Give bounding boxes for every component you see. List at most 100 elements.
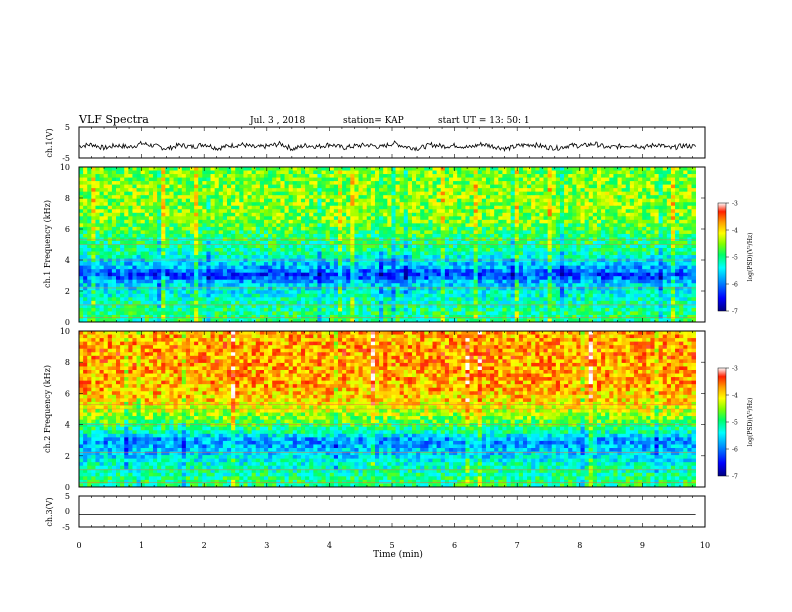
spectrogram-cell [91,279,96,284]
spectrogram-cell [206,272,211,277]
spectrogram-cell [235,191,240,196]
spectrogram-cell [132,177,137,182]
spectrogram-cell [317,244,322,249]
spectrogram-cell [658,223,664,228]
spectrogram-cell [107,230,113,235]
spectrogram-cell [263,230,269,235]
spectrogram-cell [568,191,573,196]
spectrogram-cell [354,248,359,252]
spectrogram-cell [272,237,277,242]
spectrogram-cell [107,205,113,210]
spectrogram-cell [284,226,290,231]
spectrogram-cell [325,226,331,231]
spectrogram-cell [572,188,577,193]
spectrogram-cell [683,205,688,210]
spectrogram-cell [296,191,302,196]
spectrogram-cell [555,167,561,171]
spectrogram-cell [473,219,479,224]
spectrogram-cell [494,223,499,228]
spectrogram-cell [226,269,232,274]
spectrogram-cell [510,167,516,171]
spectrogram-cell [424,237,429,242]
spectrogram-cell [531,258,536,263]
spectrogram-cell [210,191,216,196]
spectrogram-cell [633,255,639,259]
spectrogram-cell [485,262,491,267]
spectrogram-cell [132,237,137,242]
spectrogram-cell [502,205,507,210]
spectrogram-cell [87,170,92,175]
spectrogram-cell [259,167,265,171]
spectrogram-cell [226,209,232,214]
spectrogram-cell [251,255,257,259]
spectrogram-cell [485,240,491,245]
spectrogram-cell [185,202,191,207]
spectrogram-cell [490,248,495,252]
spectrogram-cell [317,219,322,224]
spectrogram-cell [576,170,581,175]
spectrogram-cell [646,237,651,242]
spectrogram-cell [247,226,253,231]
spectrogram-cell [531,202,536,207]
spectrogram-cell [202,209,207,214]
spectrogram-cell [506,167,512,171]
spectrogram-cell [522,195,528,200]
spectrogram-cell [477,170,483,175]
spectrogram-cell [268,223,273,228]
spectrogram-cell [617,244,623,249]
spectrogram-cell [91,167,96,171]
spectrogram-cell [424,226,429,231]
spectrogram-cell [564,205,569,210]
spectrogram-cell [358,191,364,196]
spectrogram-cell [403,226,409,231]
spectrogram-cell [407,174,413,178]
spectrogram-cell [95,188,100,193]
spectrogram-cell [527,237,532,242]
spectrogram-cell [399,174,405,178]
spectrogram-cell [107,219,113,224]
spectrogram-cell [272,188,277,193]
spectrogram-cell [247,255,253,259]
spectrogram-cell [157,269,162,274]
spectrogram-cell [654,226,660,231]
spectrogram-cell [596,233,602,238]
spectrogram-cell [317,205,322,210]
spectrogram-cell [551,167,557,171]
spectrogram-cell [288,276,294,281]
spectrogram-cell [99,226,105,231]
spectrogram-cell [576,237,581,242]
spectrogram-cell [535,177,540,182]
spectrogram-cell [157,198,162,203]
spectrogram-cell [198,202,203,207]
spectrogram-cell [605,244,610,249]
spectrogram-cell [214,240,220,245]
spectrogram-cell [222,212,228,217]
spectrogram-cell [670,240,676,245]
spectrogram-cell [321,265,327,270]
spectrogram-cell [243,276,248,281]
spectrogram-cell [416,184,421,189]
spectrogram-cell [514,255,520,259]
spectrogram-cell [654,167,660,171]
spectrogram-cell [683,226,688,231]
spectrogram-cell [407,269,413,274]
spectrogram-cell [350,205,355,210]
spectrogram-cell [313,195,318,200]
spectrogram-cell [387,244,392,249]
spectrogram-cell [120,198,125,203]
spectrogram-cell [358,233,364,238]
spectrogram-cell [272,202,277,207]
spectrogram-cell [362,202,368,207]
spectrogram-cell [473,251,479,256]
spectrogram-cell [268,202,273,207]
spectrogram-cell [111,219,117,224]
spectrogram-cell [670,170,676,175]
spectrogram-cell [152,272,158,277]
spectrogram-cell [161,226,166,231]
spectrogram-cell [354,262,359,267]
spectrogram-cell [432,184,438,189]
spectrogram-cell [420,198,425,203]
spectrogram-cell [280,251,285,256]
spectrogram-cell [144,188,150,193]
spectrogram-cell [407,195,413,200]
